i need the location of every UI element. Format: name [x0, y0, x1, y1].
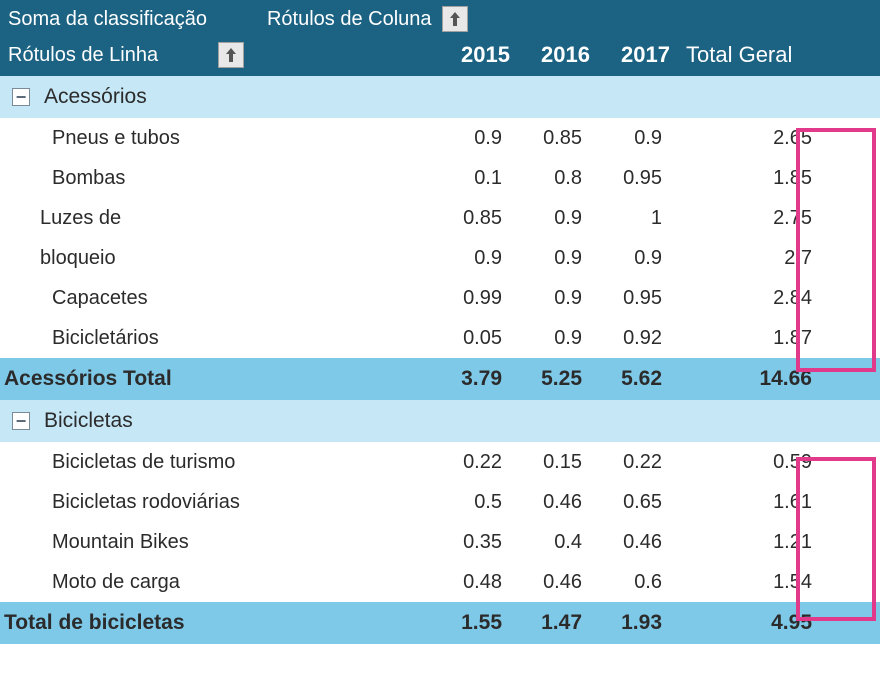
- group-total-row: Acessórios Total3.795.255.6214.66: [0, 358, 880, 400]
- row-label: Moto de carga: [0, 571, 430, 594]
- cell-value: 0.8: [510, 167, 590, 190]
- cell-value: 0.1: [430, 167, 510, 190]
- group-total-label: Total de bicicletas: [0, 611, 430, 635]
- cell-value: 0.99: [430, 287, 510, 310]
- pivot-header: Soma da classificação Rótulos de Coluna …: [0, 0, 880, 76]
- cell-value: 0.48: [430, 571, 510, 594]
- table-row: Bicicletas rodoviárias0.50.460.651.61: [0, 482, 880, 522]
- group-header-label-cell: −Bicicletas: [0, 409, 430, 433]
- group-total-total: 14.66: [670, 367, 820, 391]
- group-total-value: 3.79: [430, 367, 510, 391]
- cell-total: 2.7: [670, 247, 820, 270]
- cell-value: 0.9: [510, 247, 590, 270]
- sort-arrow-up-icon[interactable]: [442, 6, 468, 32]
- cell-value: 0.5: [430, 491, 510, 514]
- cell-value: 0.22: [430, 451, 510, 474]
- cell-value: 0.95: [590, 287, 670, 310]
- table-row: Luzes de0.850.912.75: [0, 198, 880, 238]
- cell-value: 0.15: [510, 451, 590, 474]
- cell-total: 1.54: [670, 571, 820, 594]
- group-total-value: 1.93: [590, 611, 670, 635]
- cell-value: 0.46: [510, 491, 590, 514]
- row-label: Bombas: [0, 167, 430, 190]
- cell-value: 0.4: [510, 531, 590, 554]
- row-label: Capacetes: [0, 287, 430, 310]
- group-header[interactable]: −Acessórios: [0, 76, 880, 118]
- table-row: Capacetes0.990.90.952.84: [0, 278, 880, 318]
- cell-total: 1.87: [670, 327, 820, 350]
- row-label: Bicicletários: [0, 327, 430, 350]
- col-header-2016[interactable]: 2016: [518, 42, 598, 68]
- cell-total: 0.59: [670, 451, 820, 474]
- group-name: Bicicletas: [44, 409, 133, 433]
- row-label: bloqueio: [0, 247, 430, 270]
- sort-arrow-up-icon[interactable]: [218, 42, 244, 68]
- cell-total: 1.61: [670, 491, 820, 514]
- group-total-total: 4.95: [670, 611, 820, 635]
- table-row: Bombas0.10.80.951.85: [0, 158, 880, 198]
- group-total-value: 5.62: [590, 367, 670, 391]
- cell-value: 0.9: [510, 327, 590, 350]
- cell-value: 0.05: [430, 327, 510, 350]
- row-label: Pneus e tubos: [0, 127, 430, 150]
- cell-value: 0.9: [590, 127, 670, 150]
- row-label: Mountain Bikes: [0, 531, 430, 554]
- cell-value: 0.22: [590, 451, 670, 474]
- header-row-2: Rótulos de Linha 2015 2016 2017 Total Ge…: [8, 42, 872, 68]
- group-total-value: 1.47: [510, 611, 590, 635]
- group-header[interactable]: −Bicicletas: [0, 400, 880, 442]
- col-header-total[interactable]: Total Geral: [678, 42, 828, 68]
- collapse-icon[interactable]: −: [12, 412, 30, 430]
- rating-sum-label: Soma da classificação: [8, 8, 207, 31]
- row-label: Bicicletas rodoviárias: [0, 491, 430, 514]
- cell-value: 0.46: [590, 531, 670, 554]
- col-header-2015[interactable]: 2015: [438, 42, 518, 68]
- group-name: Acessórios: [44, 85, 147, 109]
- cell-value: 0.9: [430, 127, 510, 150]
- cell-value: 0.35: [430, 531, 510, 554]
- col-header-2017[interactable]: 2017: [598, 42, 678, 68]
- table-row: Moto de carga0.480.460.61.54: [0, 562, 880, 602]
- row-label: Bicicletas de turismo: [0, 451, 430, 474]
- cell-value: 0.9: [590, 247, 670, 270]
- pivot-body: −AcessóriosPneus e tubos0.90.850.92.65Bo…: [0, 76, 880, 644]
- cell-value: 0.6: [590, 571, 670, 594]
- cell-value: 0.46: [510, 571, 590, 594]
- cell-value: 0.65: [590, 491, 670, 514]
- table-row: Mountain Bikes0.350.40.461.21: [0, 522, 880, 562]
- cell-value: 0.9: [510, 207, 590, 230]
- group-total-value: 1.55: [430, 611, 510, 635]
- group-total-row: Total de bicicletas1.551.471.934.95: [0, 602, 880, 644]
- column-labels-label: Rótulos de Coluna: [267, 8, 432, 31]
- row-labels-label: Rótulos de Linha: [8, 44, 158, 67]
- table-row: bloqueio0.90.90.92.7: [0, 238, 880, 278]
- cell-total: 2.65: [670, 127, 820, 150]
- table-row: Bicicletários0.050.90.921.87: [0, 318, 880, 358]
- cell-total: 2.75: [670, 207, 820, 230]
- cell-value: 1: [590, 207, 670, 230]
- cell-total: 1.85: [670, 167, 820, 190]
- group-total-value: 5.25: [510, 367, 590, 391]
- table-row: Pneus e tubos0.90.850.92.65: [0, 118, 880, 158]
- cell-total: 1.21: [670, 531, 820, 554]
- header-row-1: Soma da classificação Rótulos de Coluna: [8, 6, 872, 32]
- cell-value: 0.85: [430, 207, 510, 230]
- collapse-icon[interactable]: −: [12, 88, 30, 106]
- cell-value: 0.92: [590, 327, 670, 350]
- cell-value: 0.9: [430, 247, 510, 270]
- cell-value: 0.9: [510, 287, 590, 310]
- cell-value: 0.95: [590, 167, 670, 190]
- cell-value: 0.85: [510, 127, 590, 150]
- cell-total: 2.84: [670, 287, 820, 310]
- group-total-label: Acessórios Total: [0, 367, 430, 391]
- table-row: Bicicletas de turismo0.220.150.220.59: [0, 442, 880, 482]
- row-label: Luzes de: [0, 207, 430, 230]
- group-header-label-cell: −Acessórios: [0, 85, 430, 109]
